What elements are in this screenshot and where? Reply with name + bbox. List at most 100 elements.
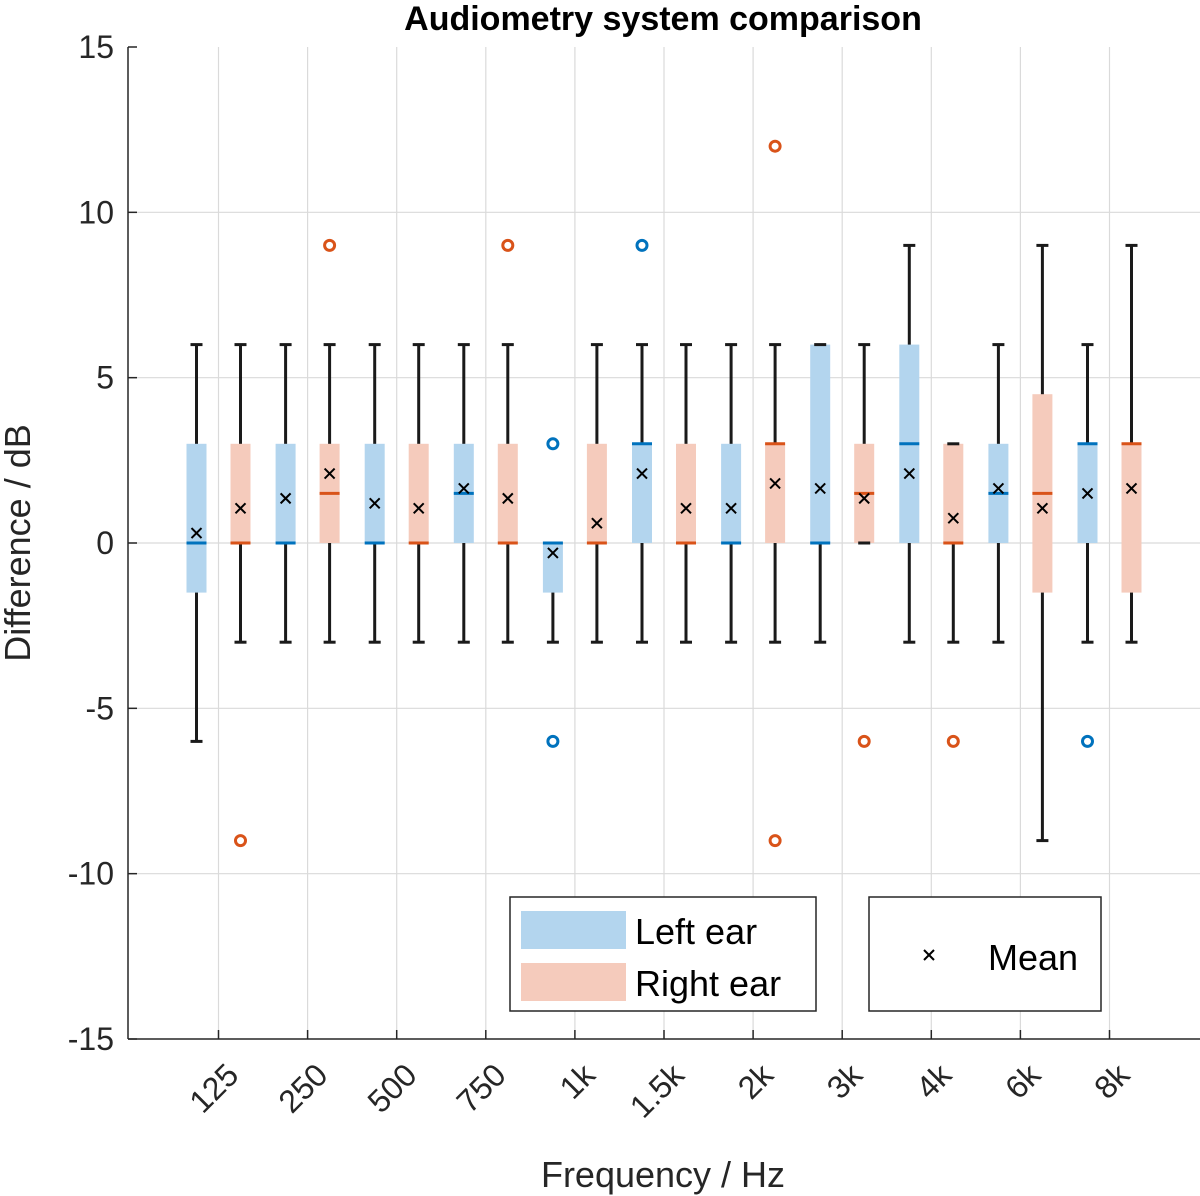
left-ear-box-2 <box>275 343 296 644</box>
right-ear-box-7 <box>765 139 786 848</box>
chart-title: Audiometry system comparison <box>404 0 922 38</box>
box-body <box>497 443 518 543</box>
outlier-point <box>857 734 871 748</box>
mean-marker <box>1081 487 1094 500</box>
x-tick-label: 125 <box>182 1056 245 1119</box>
x-tick-label: 6k <box>998 1056 1048 1106</box>
y-tick-label: -15 <box>68 1021 114 1057</box>
outlier-point <box>546 437 560 451</box>
box-body <box>632 443 652 543</box>
box-body <box>230 443 251 543</box>
left-ear-box-11 <box>1077 343 1098 748</box>
right-ear-box-1 <box>230 343 251 848</box>
left-ear-box-1 <box>186 343 207 743</box>
outlier-point <box>501 238 515 252</box>
mean-marker <box>190 527 203 539</box>
mean-marker <box>903 467 916 480</box>
mean-marker <box>636 467 648 480</box>
mean-marker <box>323 467 336 480</box>
y-axis-label: Difference / dB <box>0 424 38 661</box>
mean-marker <box>725 502 737 514</box>
left-ear-box-8 <box>810 343 831 644</box>
legend-label-right-ear: Right ear <box>635 963 781 1004</box>
x-axis-label: Frequency / Hz <box>541 1154 785 1195</box>
legend-ears: Left ear Right ear <box>509 896 817 1012</box>
mean-marker <box>814 482 826 495</box>
box-body <box>542 543 563 593</box>
mean-marker <box>279 492 292 505</box>
x-tick-label: 4k <box>909 1056 959 1106</box>
y-tick-label: 15 <box>78 29 114 65</box>
right-ear-box-6 <box>676 343 696 644</box>
legend-label-mean: Mean <box>988 937 1078 978</box>
right-ear-box-11 <box>1121 243 1142 644</box>
outlier-point <box>234 834 247 848</box>
right-ear-box-2 <box>319 238 340 644</box>
x-tick-label: 3k <box>820 1056 870 1106</box>
outlier-point <box>546 734 560 748</box>
legend-swatch-right-ear <box>521 963 626 1001</box>
box-body <box>765 443 786 543</box>
outlier-point <box>946 734 960 748</box>
y-tick-label: 5 <box>96 360 114 396</box>
outlier-point <box>1081 734 1094 748</box>
legend-mean-frame <box>868 896 1102 1012</box>
outlier-point <box>768 834 782 848</box>
mean-marker <box>458 482 470 495</box>
box-body <box>676 443 696 543</box>
right-ear-box-3 <box>408 343 429 644</box>
x-tick-label: 1.5k <box>623 1056 692 1125</box>
mean-marker <box>947 512 960 524</box>
mean-marker <box>502 492 514 505</box>
grid-layer <box>128 47 1200 1039</box>
box-body <box>943 443 964 543</box>
box-body <box>810 344 831 543</box>
mean-marker <box>234 502 247 514</box>
mean-marker <box>858 492 870 505</box>
left-ear-box-6 <box>632 238 652 644</box>
right-ear-box-4 <box>497 238 518 644</box>
box-body <box>408 443 429 543</box>
legend-swatch-left-ear <box>521 911 626 949</box>
right-ear-box-10 <box>1032 243 1053 843</box>
legend-mean-marker <box>923 949 935 961</box>
left-ear-box-7 <box>721 343 742 644</box>
left-ear-box-10 <box>988 343 1009 644</box>
legend-mean: Mean <box>868 896 1102 1012</box>
mean-marker <box>547 547 559 559</box>
box-body <box>186 443 207 593</box>
x-tick-label: 8k <box>1087 1056 1137 1106</box>
mean-marker <box>1036 502 1049 514</box>
box-body <box>275 443 296 543</box>
x-tick-label: 750 <box>450 1056 513 1119</box>
x-tick-label: 2k <box>731 1056 781 1106</box>
left-ear-box-5 <box>542 437 563 748</box>
x-tick-label: 250 <box>271 1056 334 1119</box>
box-body <box>364 443 385 543</box>
mean-marker <box>680 502 692 514</box>
mean-marker <box>368 497 381 510</box>
y-tick-label: -5 <box>86 690 114 726</box>
outlier-point <box>323 238 337 252</box>
y-tick-label: 0 <box>96 525 114 561</box>
x-tick-label: 1k <box>552 1056 602 1106</box>
legend-label-left-ear: Left ear <box>635 911 757 952</box>
left-ear-box-9 <box>899 243 920 644</box>
x-tick-label: 500 <box>360 1056 423 1119</box>
mean-marker <box>412 502 425 514</box>
left-ear-box-3 <box>364 343 385 644</box>
mean-marker <box>1125 482 1138 495</box>
box-layer <box>186 139 1142 848</box>
right-ear-box-9 <box>943 442 964 748</box>
y-tick-label: -10 <box>68 856 114 892</box>
y-tick-label: 10 <box>78 194 114 230</box>
box-body <box>721 443 742 543</box>
outlier-point <box>635 238 649 252</box>
mean-marker <box>591 517 603 529</box>
outlier-point <box>768 139 782 153</box>
box-body <box>1121 443 1142 593</box>
right-ear-box-8 <box>854 343 875 748</box>
box-body <box>586 443 607 543</box>
mean-marker <box>992 482 1005 495</box>
